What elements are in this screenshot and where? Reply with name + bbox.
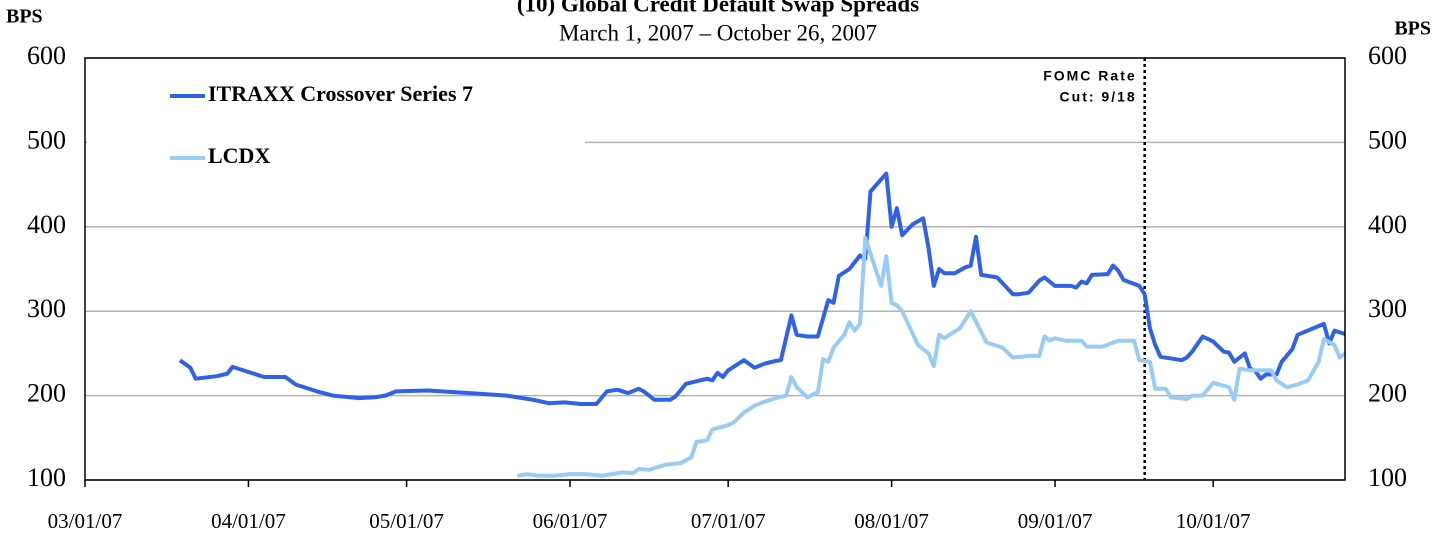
y2-axis-label: BPS: [1394, 18, 1431, 40]
x-tick-label: 04/01/07: [211, 509, 286, 533]
y2-tick-label: 600: [1368, 41, 1407, 70]
y-tick-label: 300: [27, 294, 66, 323]
y2-tick-label: 300: [1368, 294, 1407, 323]
y2-tick-label: 100: [1368, 463, 1407, 492]
x-tick-label: 08/01/07: [854, 509, 929, 533]
chart-subtitle: March 1, 2007 – October 26, 2007: [559, 20, 877, 45]
x-tick-label: 09/01/07: [1018, 509, 1093, 533]
series-line: [178, 171, 1346, 406]
y-axis-label: BPS: [6, 6, 43, 28]
x-tick-label: 07/01/07: [691, 509, 766, 533]
x-tick-label: 10/01/07: [1176, 509, 1251, 533]
y-tick-label: 500: [27, 125, 66, 154]
y-tick-label: 100: [27, 463, 66, 492]
y2-tick-label: 400: [1368, 210, 1407, 239]
y2-tick-label: 500: [1368, 125, 1407, 154]
y-tick-label: 400: [27, 210, 66, 239]
legend-box: [87, 60, 585, 190]
plot-frame: [84, 57, 1346, 481]
annotation-text: Cut: 9/18: [1060, 89, 1137, 105]
y-tick-label: 600: [27, 41, 66, 70]
y-tick-label: 200: [27, 379, 66, 408]
annotation-text: FOMC Rate: [1043, 68, 1136, 84]
x-tick-label: 05/01/07: [369, 509, 444, 533]
chart-title: (10) Global Credit Default Swap Spreads: [517, 0, 919, 16]
x-tick-label: 06/01/07: [533, 509, 608, 533]
legend-label: LCDX: [208, 143, 270, 168]
y2-tick-label: 200: [1368, 379, 1407, 408]
legend-label: ITRAXX Crossover Series 7: [208, 81, 473, 106]
series-line: [516, 235, 1347, 478]
x-tick-label: 03/01/07: [48, 509, 123, 533]
